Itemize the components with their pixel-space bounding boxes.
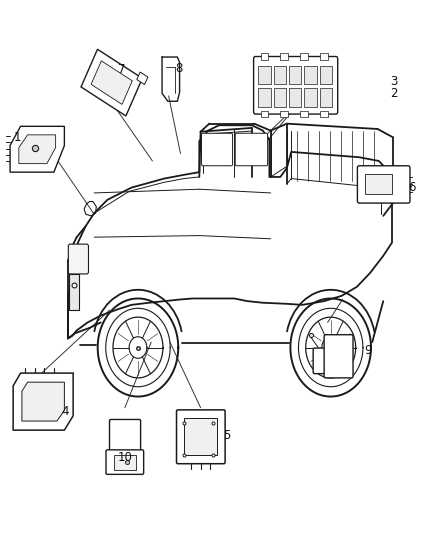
Text: 1: 1 [14,131,21,144]
Bar [258,66,271,84]
Bar [184,418,217,455]
FancyBboxPatch shape [313,348,328,374]
FancyBboxPatch shape [324,335,353,378]
Bar [280,111,288,117]
Polygon shape [81,49,142,116]
Bar [300,111,308,117]
FancyBboxPatch shape [110,419,141,455]
Bar [304,88,317,107]
Bar [280,53,288,60]
Bar [320,66,332,84]
Text: 7: 7 [118,63,126,76]
Text: 5: 5 [223,430,230,442]
Text: 10: 10 [117,451,132,464]
Text: 4: 4 [61,405,69,418]
Bar [274,88,286,107]
Polygon shape [91,61,132,104]
Text: 3: 3 [391,75,398,87]
Bar [274,66,286,84]
Text: 6: 6 [408,181,416,194]
Bar [320,88,332,107]
Polygon shape [22,382,64,421]
FancyBboxPatch shape [69,274,79,310]
Polygon shape [13,373,73,430]
Polygon shape [19,135,56,164]
Polygon shape [10,126,64,172]
Bar [261,53,268,60]
Text: 8: 8 [175,62,182,75]
Polygon shape [137,72,148,85]
FancyBboxPatch shape [68,244,88,274]
FancyBboxPatch shape [177,410,225,464]
Bar [289,88,301,107]
Bar [365,174,392,194]
FancyBboxPatch shape [201,133,233,166]
Bar [320,53,328,60]
Bar [289,66,301,84]
Text: 9: 9 [364,344,372,357]
Bar [300,53,308,60]
Bar [261,111,268,117]
FancyBboxPatch shape [254,56,338,114]
Bar [114,455,136,470]
FancyBboxPatch shape [235,133,268,166]
Text: 2: 2 [390,87,398,100]
FancyBboxPatch shape [106,450,144,474]
Bar [304,66,317,84]
FancyBboxPatch shape [357,166,410,203]
Bar [258,88,271,107]
Bar [320,111,328,117]
